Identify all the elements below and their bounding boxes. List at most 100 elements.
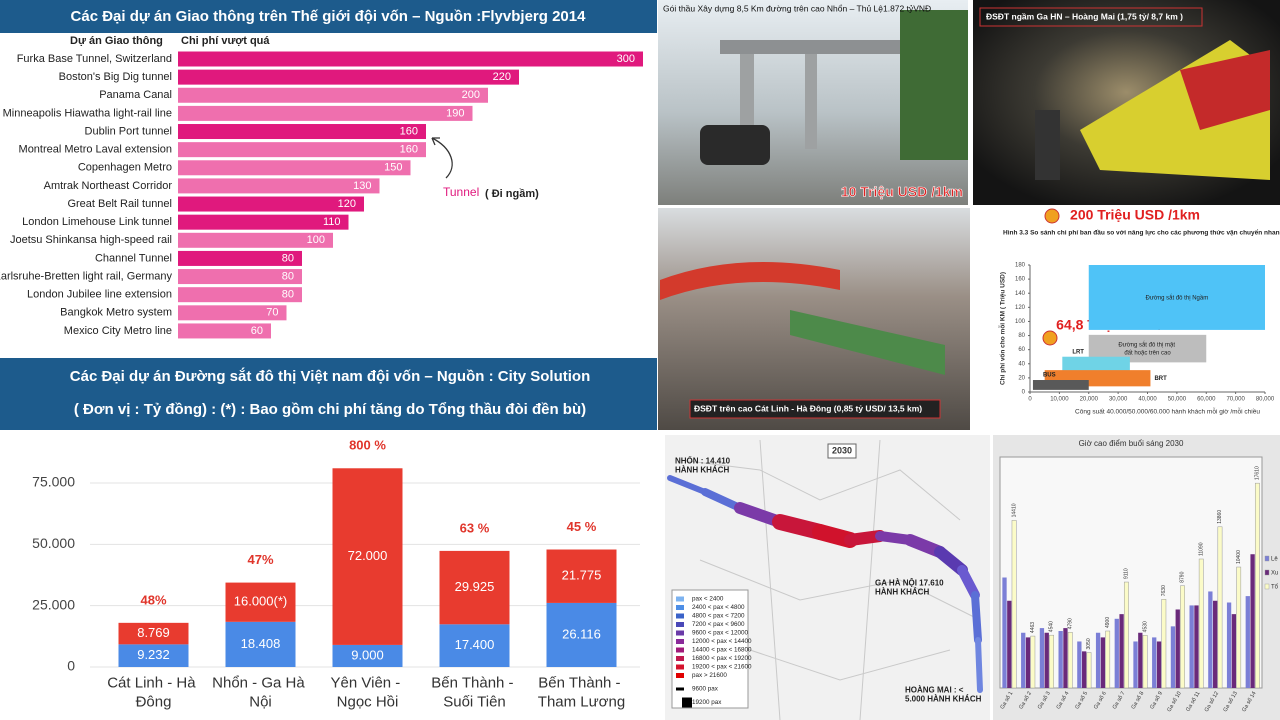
legend-swatch xyxy=(676,664,684,670)
bar-segment xyxy=(225,621,296,667)
photo-pillar xyxy=(805,54,817,149)
bar xyxy=(1067,632,1073,689)
y-tick-label: Montreal Metro Laval extension xyxy=(19,144,172,156)
bar xyxy=(178,250,302,266)
data-label: 160 xyxy=(400,125,418,137)
bar xyxy=(178,124,426,140)
x-tick-label: 40,000 xyxy=(1138,397,1157,403)
bar-segment xyxy=(225,582,296,622)
photo-caption: ĐSĐT trên cao Cát Linh - Hà Đông (0,85 t… xyxy=(694,403,922,413)
bar-segment xyxy=(332,468,403,645)
legend-label: 9600 pax xyxy=(692,686,719,693)
y-tick-label: 75.000 xyxy=(32,474,75,490)
annotation: 48% xyxy=(140,592,166,607)
data-label: 120 xyxy=(338,198,356,210)
legend-label: pax < 2400 xyxy=(692,596,724,603)
annotation: 63 % xyxy=(460,520,490,535)
legend-label: 12000 < pax < 14400 xyxy=(692,638,752,645)
station-label: HOÀNG MAI : < 5.000 HÀNH KHÁCH xyxy=(905,686,982,704)
bar xyxy=(1082,651,1087,688)
bar xyxy=(1025,637,1031,688)
x-tick-label: 30,000 xyxy=(1109,397,1128,403)
bar xyxy=(178,305,287,321)
x-tick-label: 10,000 xyxy=(1050,397,1069,403)
annotation: Tunnel xyxy=(443,185,479,199)
legend-swatch xyxy=(1264,583,1270,590)
data-label: 8790 xyxy=(1180,571,1186,582)
bar xyxy=(1213,600,1218,688)
legend-swatch xyxy=(676,622,684,627)
map-year: 2030 xyxy=(832,445,852,455)
legend-swatch xyxy=(676,596,684,602)
legend-label: 19200 pax xyxy=(692,699,722,706)
legend-swatch xyxy=(676,656,684,661)
bar xyxy=(1189,605,1194,688)
route-segment xyxy=(975,637,983,693)
bar xyxy=(178,214,349,230)
y-tick-label: 180 xyxy=(1015,263,1026,269)
y-tick-label: 140 xyxy=(1015,291,1026,297)
bar xyxy=(178,51,643,67)
data-label: 200 xyxy=(462,89,480,101)
bar xyxy=(1170,626,1176,688)
data-label: 4900 xyxy=(1105,617,1111,628)
bar xyxy=(1161,599,1167,689)
annotation-arrow xyxy=(431,137,453,179)
data-label: 11090 xyxy=(1198,542,1204,556)
bar xyxy=(178,287,302,303)
legend-swatch xyxy=(676,673,684,678)
bar xyxy=(1114,618,1119,688)
bar xyxy=(1254,482,1260,689)
data-label: 17.400 xyxy=(455,637,495,652)
data-label: 3050 xyxy=(1086,638,1092,649)
bar xyxy=(178,105,473,121)
bar xyxy=(1208,591,1213,688)
photo-cost: 10 Triệu USD /1km xyxy=(841,184,963,200)
annotation-note: ( Đi ngầm) xyxy=(485,188,539,200)
map-legend-box xyxy=(671,589,749,709)
chart-subtitle: ( Đơn vị : Tỷ đồng) : (*) : Bao gồm chi … xyxy=(74,401,586,418)
data-label: 4463 xyxy=(1030,622,1036,633)
route-segment xyxy=(844,530,886,546)
legend-label: Xu xyxy=(1271,571,1278,577)
annotation: 47% xyxy=(247,552,273,567)
data-label: 29.925 xyxy=(455,579,495,594)
data-label: 110 xyxy=(323,216,341,228)
y-tick-label: Panama Canal xyxy=(99,89,172,101)
x-tick-label: 50,000 xyxy=(1168,397,1187,403)
legend-label: pax > 21600 xyxy=(692,672,727,679)
bar xyxy=(1250,554,1255,688)
data-label: 21.775 xyxy=(562,568,602,583)
data-label: 80 xyxy=(282,270,294,282)
bar xyxy=(1175,609,1180,688)
bar xyxy=(178,232,333,248)
data-label: 18.408 xyxy=(241,636,281,651)
bar xyxy=(1217,526,1223,689)
y-tick-label: Amtrak Northeast Corridor xyxy=(44,180,173,192)
y-tick-label: Furka Base Tunnel, Switzerland xyxy=(17,53,172,65)
y-tick-label: Dublin Port tunnel xyxy=(85,125,172,137)
data-label: 4790 xyxy=(1067,618,1073,629)
data-label: 100 xyxy=(307,234,325,246)
bar xyxy=(1044,632,1049,688)
legend-label: Tổ xyxy=(1271,584,1279,591)
bar xyxy=(1058,631,1063,688)
bar-segment xyxy=(439,624,510,667)
plot-area xyxy=(999,456,1263,689)
caption-box xyxy=(689,399,941,419)
data-label: 9110 xyxy=(1124,568,1130,579)
y-tick-label: 120 xyxy=(1015,305,1026,311)
bar xyxy=(178,69,519,85)
legend-swatch xyxy=(676,613,684,619)
box-label: BUS xyxy=(1043,373,1056,379)
bar xyxy=(1133,641,1138,688)
photo-train-front xyxy=(1180,50,1270,130)
data-label: 4540 xyxy=(1049,621,1055,632)
bar xyxy=(1198,558,1204,689)
legend-swatch xyxy=(676,630,684,636)
legend-swatch xyxy=(676,687,684,691)
data-label: 10400 xyxy=(1236,550,1242,564)
x-tick-label: 0 xyxy=(1028,397,1032,403)
station-label: NHỔN : 14.410 HÀNH KHÁCH xyxy=(675,457,732,475)
